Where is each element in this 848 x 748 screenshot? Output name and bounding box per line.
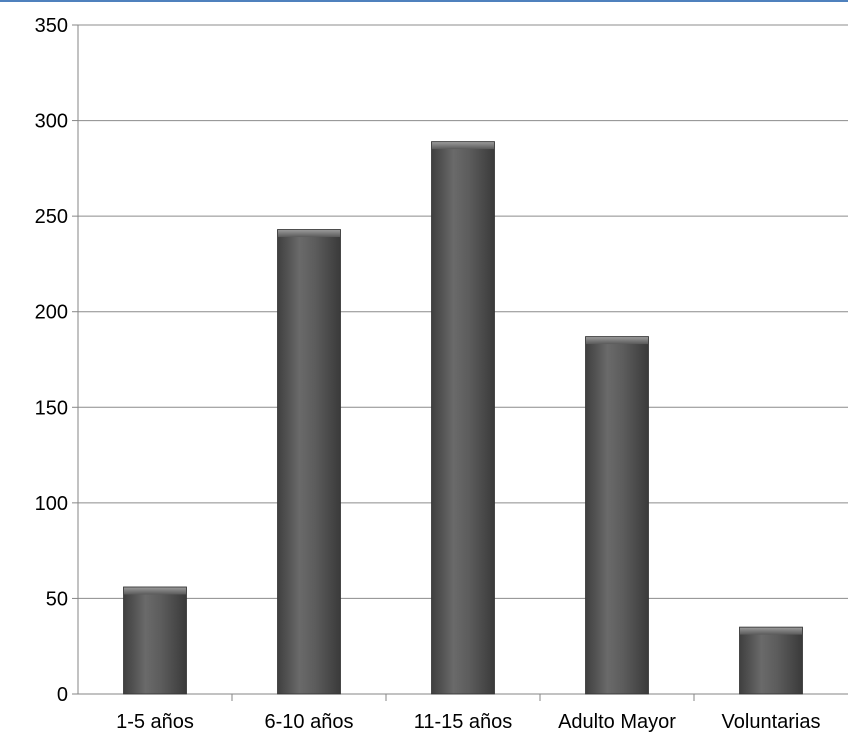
x-tick-label: 6-10 años [265,711,354,733]
y-tick-label: 100 [35,493,68,515]
bars [123,141,803,695]
y-tick-labels: 0 50 100 150 200 250 300 350 [35,15,68,706]
x-tick-label: Voluntarias [722,711,821,733]
y-tick-label: 350 [35,15,68,37]
bar [585,336,649,695]
bar [739,626,803,695]
y-tick-label: 50 [46,588,68,610]
bar [123,586,187,695]
x-tick-label: Adulto Mayor [558,711,676,733]
bar [431,141,495,695]
x-tick-label: 11-15 años [414,711,513,733]
x-tick-label: 1-5 años [116,711,194,733]
y-tick-label: 0 [57,684,68,706]
y-tick-label: 250 [35,206,68,228]
x-tick-labels: 1-5 años 6-10 años 11-15 años Adulto Mayor V… [116,711,820,733]
y-tick-label: 150 [35,397,68,419]
y-tick-label: 300 [35,111,68,133]
y-tick-label: 200 [35,302,68,324]
bar [277,229,341,695]
